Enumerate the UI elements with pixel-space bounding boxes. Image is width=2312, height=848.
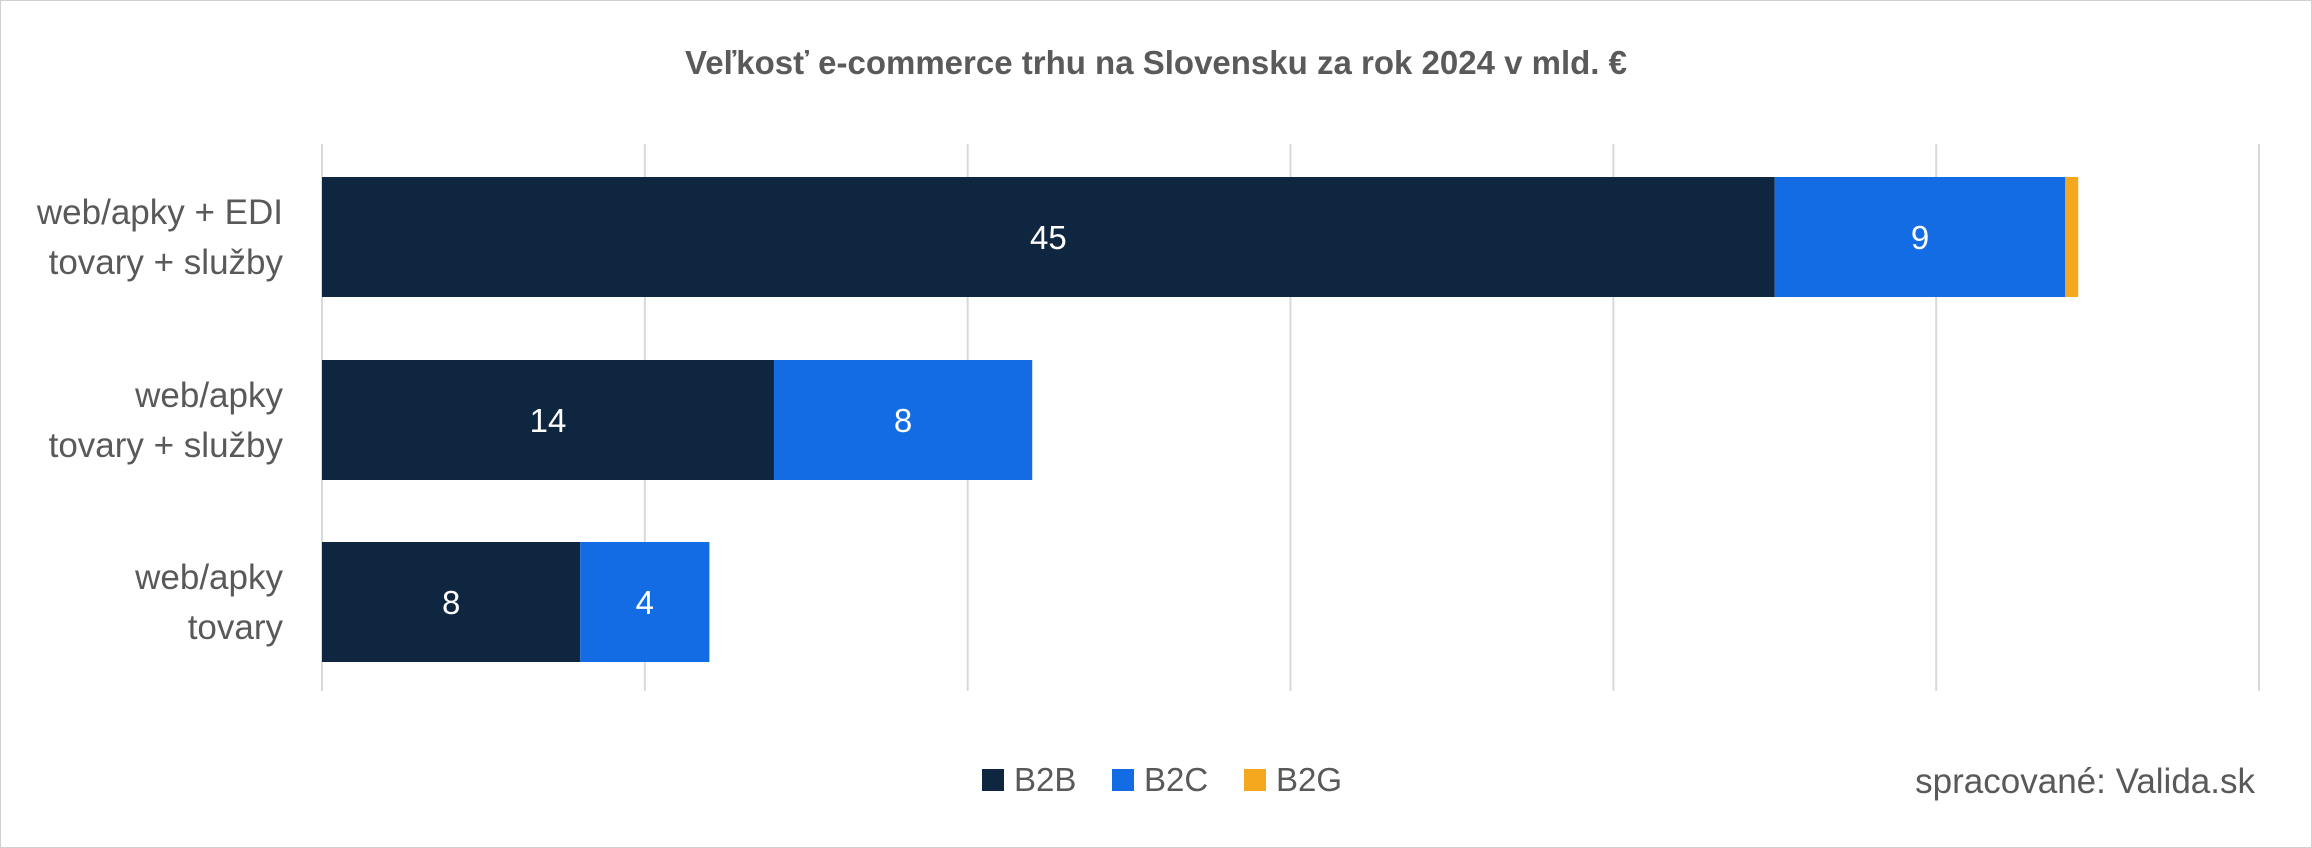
- bar-segment-b2g: [2065, 177, 2079, 297]
- data-label: 14: [530, 402, 567, 439]
- legend-label-b2g: B2G: [1276, 761, 1342, 798]
- category-label: tovary + služby: [49, 243, 284, 282]
- data-label: 45: [1030, 219, 1067, 256]
- category-labels: web/apky + EDI tovary + služby web/apky tov…: [36, 193, 284, 647]
- legend-swatch-b2c: [1112, 769, 1134, 791]
- category-label: tovary: [188, 608, 284, 647]
- bar-segment-b2b: [322, 360, 774, 480]
- chart-title: Veľkosť e-commerce trhu na Slovensku za …: [685, 44, 1627, 81]
- bar-segment-b2b: [322, 542, 581, 662]
- legend-label-b2b: B2B: [1014, 761, 1076, 798]
- category-label: web/apky: [134, 558, 283, 597]
- bar-segment-b2c: [1774, 177, 2066, 297]
- category-label: tovary + služby: [49, 426, 284, 465]
- legend-swatch-b2b: [982, 769, 1004, 791]
- bars: 45 9 14 8 8 4: [322, 177, 2079, 662]
- bar-segment-b2c: [580, 542, 710, 662]
- category-label: web/apky + EDI: [36, 193, 283, 232]
- source-note: spracované: Valida.sk: [1915, 762, 2255, 801]
- data-label: 8: [442, 584, 460, 621]
- legend-label-b2c: B2C: [1144, 761, 1208, 798]
- bar-segment-b2b: [322, 177, 1775, 297]
- bar-segment-b2c: [773, 360, 1033, 480]
- data-label: 9: [1911, 219, 1929, 256]
- data-label: 8: [894, 402, 912, 439]
- data-label: 4: [636, 584, 654, 621]
- legend: B2B B2C B2G: [982, 761, 1342, 798]
- legend-swatch-b2g: [1244, 769, 1266, 791]
- category-label: web/apky: [134, 376, 283, 415]
